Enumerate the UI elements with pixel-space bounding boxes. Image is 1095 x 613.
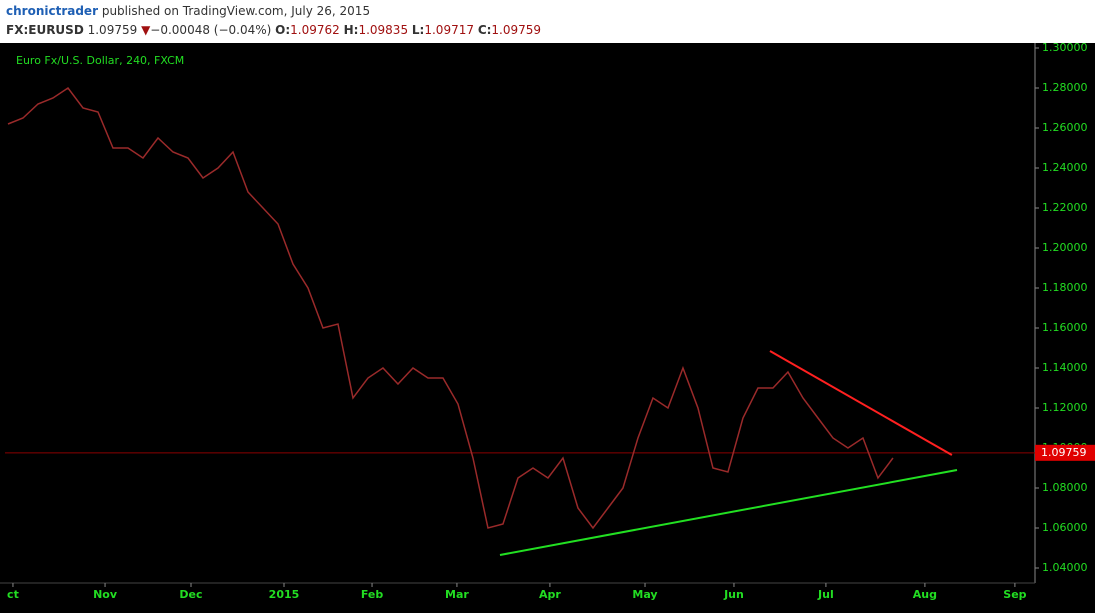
- x-tick-label: ct: [7, 588, 19, 601]
- y-tick-label: 1.28000: [1042, 81, 1088, 94]
- author[interactable]: chronictrader: [6, 4, 98, 18]
- change: −0.00048 (−0.04%): [150, 23, 272, 37]
- high: 1.09835: [358, 23, 409, 37]
- y-tick-label: 1.04000: [1042, 561, 1088, 574]
- low-label: L:: [411, 23, 425, 37]
- y-tick-label: 1.24000: [1042, 161, 1088, 174]
- x-tick-label: Jun: [723, 588, 744, 601]
- x-tick-label: 2015: [269, 588, 300, 601]
- y-tick-label: 1.12000: [1042, 401, 1088, 414]
- x-tick-label: Mar: [445, 588, 469, 601]
- x-tick-label: Jul: [817, 588, 834, 601]
- header: chronictrader published on TradingView.c…: [0, 0, 1095, 43]
- x-tick-label: May: [632, 588, 657, 601]
- y-tick-label: 1.26000: [1042, 121, 1088, 134]
- high-label: H:: [343, 23, 359, 37]
- y-tick-label: 1.08000: [1042, 481, 1088, 494]
- open-label: O:: [275, 23, 291, 37]
- legend-label: Euro Fx/U.S. Dollar, 240, FXCM: [16, 54, 184, 67]
- published: published on TradingView.com, July 26, 2…: [101, 4, 371, 18]
- low: 1.09717: [424, 23, 474, 37]
- open: 1.09762: [290, 23, 340, 37]
- last-price-label: 1.09759: [1041, 446, 1087, 459]
- x-tick-label: Apr: [539, 588, 561, 601]
- last: 1.09759: [87, 23, 138, 37]
- x-tick-label: Nov: [93, 588, 118, 601]
- x-tick-label: Feb: [361, 588, 384, 601]
- chart: Euro Fx/U.S. Dollar, 240, FXCM 1.30000 1.…: [0, 43, 1095, 601]
- publish-line: chronictrader published on TradingView.c…: [6, 4, 370, 18]
- close-label: C:: [477, 23, 492, 37]
- y-tick-label: 1.16000: [1042, 321, 1088, 334]
- price-line: [7, 86, 894, 530]
- x-tick-label: Aug: [913, 588, 937, 601]
- y-tick-label: 1.22000: [1042, 201, 1088, 214]
- y-tick-label: 1.20000: [1042, 241, 1088, 254]
- close: 1.09759: [491, 23, 542, 37]
- y-tick-label: 1.06000: [1042, 521, 1088, 534]
- x-tick-label: Sep: [1003, 588, 1026, 601]
- trendline: [499, 469, 958, 556]
- y-tick-label: 1.18000: [1042, 281, 1088, 294]
- symbol-line: FX:EURUSD 1.09759 ▼−0.00048 (−0.04%) O:1…: [6, 23, 541, 37]
- trendline: [769, 350, 953, 456]
- symbol: FX:EURUSD: [6, 23, 84, 37]
- down-arrow: ▼: [141, 23, 151, 37]
- y-tick-label: 1.14000: [1042, 361, 1088, 374]
- x-tick-label: Dec: [179, 588, 202, 601]
- y-tick-label: 1.30000: [1042, 43, 1088, 54]
- last-price-box: [1035, 444, 1095, 461]
